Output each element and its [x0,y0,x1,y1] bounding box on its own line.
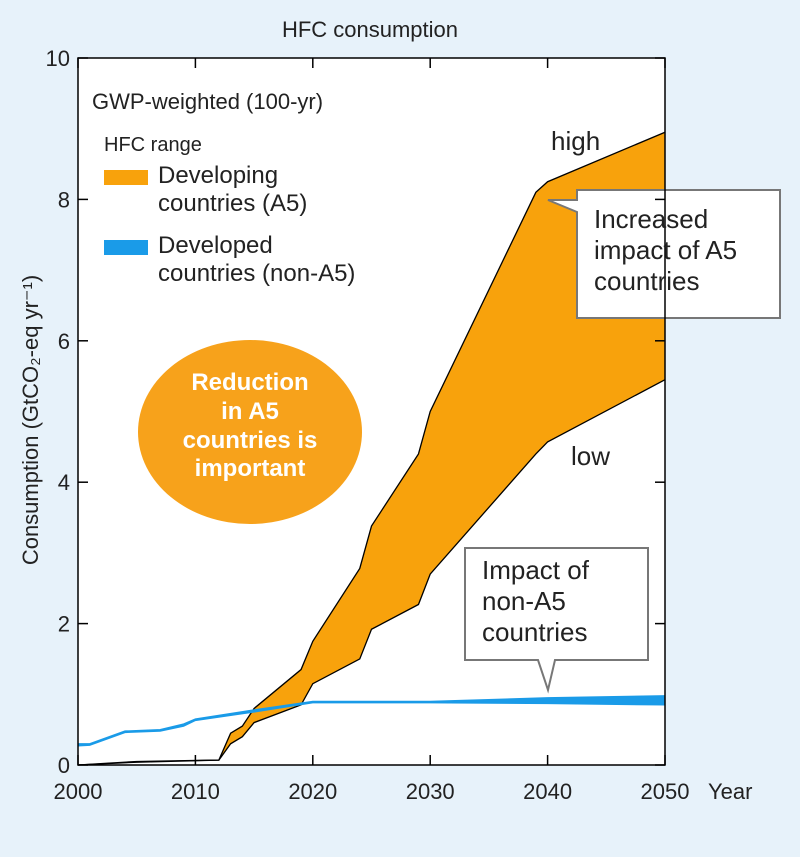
y-tick-label: 0 [58,753,70,778]
x-tick-label: 2020 [288,779,337,804]
range-area [78,695,665,746]
callout-box [464,547,649,694]
plot-frame [77,57,666,766]
y-tick-label: 8 [58,187,70,212]
range-high-line [77,131,666,766]
range-high-line [78,695,666,745]
legend-label: Developed countries (non-A5) [158,232,356,287]
range-low-line [77,379,666,766]
legend-label: Developing countries (A5) [158,162,308,217]
annotation: Increased impact of A5 countries [594,204,738,297]
y-tick-label: 4 [58,470,70,495]
highlight-ellipse [138,340,362,524]
x-axis-label: Year [708,779,752,804]
range-area [78,132,665,766]
x-tick-label: 2040 [523,779,572,804]
legend-subtitle: GWP-weighted (100-yr) [92,89,324,114]
callout-box [547,189,781,319]
legend-swatch [104,170,148,185]
range-low-line [77,702,666,747]
annotation: Impact of non-A5 countries [482,555,589,648]
y-tick-label: 2 [58,612,70,637]
chart-title: HFC consumption [282,17,458,42]
x-tick-label: 2010 [171,779,220,804]
y-axis-label: Consumption (GtCO₂-eq yr⁻¹) [18,275,43,565]
y-tick-label: 6 [58,329,70,354]
annotation: high [551,126,601,156]
legend-swatch [104,240,148,255]
x-tick-label: 2030 [406,779,455,804]
annotation: Reduction in A5 countries is important [182,369,318,483]
y-tick-label: 10 [46,46,70,71]
legend-title: HFC range [104,134,202,156]
annotation: low [571,441,611,471]
x-tick-label: 2050 [641,779,690,804]
x-tick-label: 2000 [54,779,103,804]
